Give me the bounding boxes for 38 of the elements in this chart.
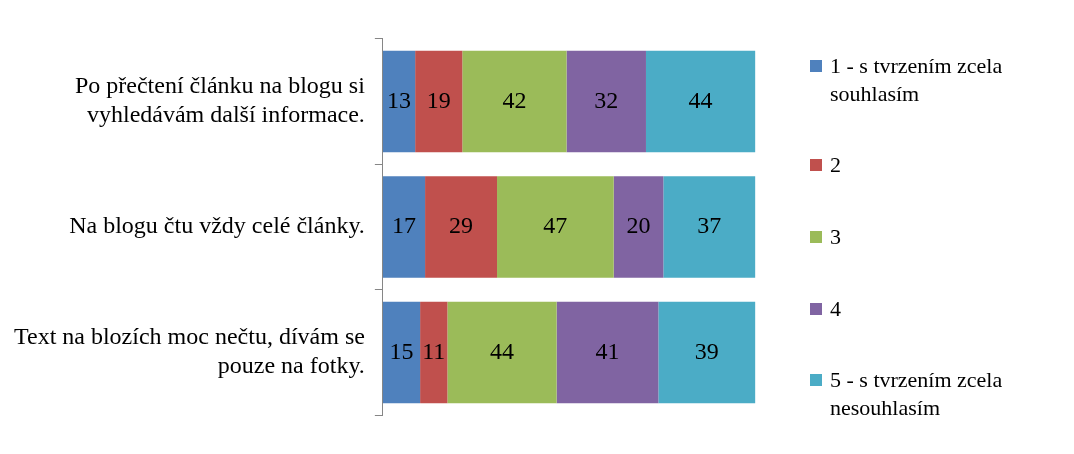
bar [382, 176, 426, 278]
data-label: 13 [387, 86, 411, 113]
data-label: 37 [697, 212, 722, 239]
data-label: 29 [449, 212, 474, 239]
bar [497, 176, 614, 278]
data-label: 20 [626, 212, 651, 239]
data-label: 32 [594, 86, 619, 113]
bar [566, 50, 646, 153]
bar [645, 50, 756, 153]
y-tick-label: Text na blozích moc nečtu, dívám se pouze na fotky. [14, 323, 365, 379]
legend-label: 1 - s tvrzením zcela souhlasím [830, 51, 1004, 108]
data-label: 17 [391, 212, 416, 239]
bar [613, 176, 664, 278]
bar [658, 301, 756, 404]
legend-label: 5 - s tvrzením zcela nesouhlasím [830, 366, 1004, 423]
bar [382, 50, 416, 153]
legend-label: 3 [830, 223, 841, 251]
bar [382, 301, 421, 404]
y-tick-label: Po přečtení článku na blogu si vyhledávám další informace. [74, 72, 366, 128]
bar [462, 50, 567, 153]
data-label: 19 [426, 86, 451, 113]
legend-label: 4 [830, 294, 841, 323]
bar [415, 50, 463, 153]
data-label: 44 [490, 337, 515, 364]
data-label: 44 [688, 86, 713, 113]
data-label: 11 [422, 337, 446, 364]
bar [663, 176, 756, 278]
data-label: 15 [389, 337, 414, 364]
legend-label: 2 [830, 151, 841, 180]
data-label: 47 [543, 212, 568, 239]
y-tick-label: Na blogu čtu vždy celé články. [69, 212, 365, 239]
data-label: 39 [694, 337, 719, 364]
bar [425, 176, 498, 278]
bar [420, 301, 448, 404]
bar [556, 301, 659, 404]
data-label: 41 [595, 337, 620, 364]
bar [447, 301, 557, 404]
data-label: 42 [502, 86, 527, 113]
